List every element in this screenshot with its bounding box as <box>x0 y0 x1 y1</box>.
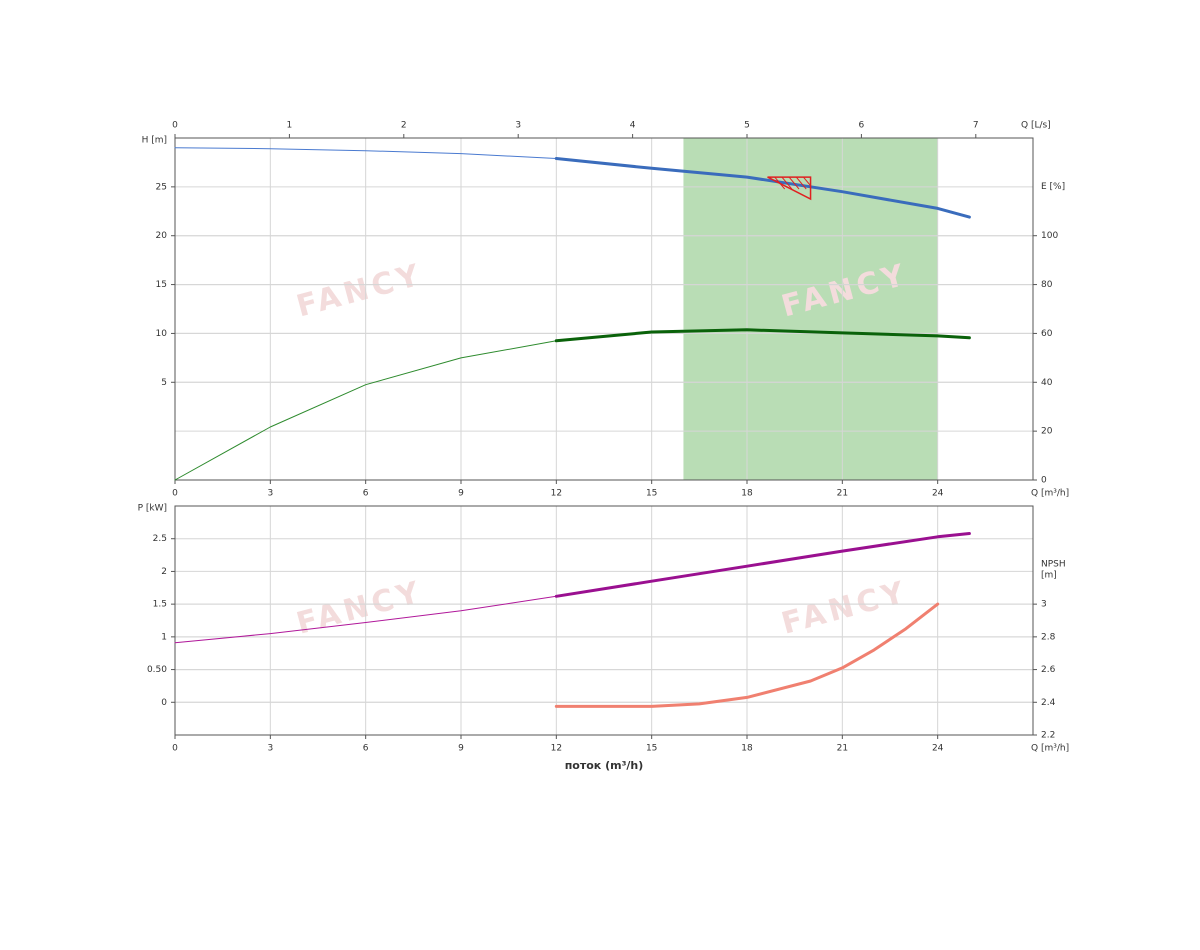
curve <box>554 602 940 708</box>
y2-tick-label: 0 <box>1041 476 1047 486</box>
x-tick-label: 9 <box>458 744 464 754</box>
plot-frame <box>174 137 1034 481</box>
duty-hatch <box>788 176 800 190</box>
curve <box>174 340 557 481</box>
x-tick-label: 3 <box>267 489 273 499</box>
duty-point <box>767 176 812 201</box>
x2-tick-label: 7 <box>973 121 979 131</box>
x2-tick-label: 3 <box>515 121 521 131</box>
y-axis-label: P [kW] <box>138 504 167 514</box>
x2-tick-label: 5 <box>744 121 750 131</box>
x-tick-label: 0 <box>172 489 178 499</box>
y2-axis-label: E [%] <box>1041 182 1065 192</box>
y-tick-label: 1.5 <box>153 600 167 610</box>
watermark: FANCY <box>293 574 427 641</box>
curve <box>174 595 557 644</box>
y2-tick-label: 2.2 <box>1041 731 1055 741</box>
curve <box>554 532 971 598</box>
y-tick-label: 0 <box>161 698 167 708</box>
y-tick-label: 5 <box>161 378 167 388</box>
watermark: FANCY <box>778 574 912 641</box>
x2-tick-label: 1 <box>287 121 293 131</box>
y2-tick-label: 40 <box>1041 378 1053 388</box>
x-tick-label: 9 <box>458 489 464 499</box>
y-axis-label: H [m] <box>142 136 167 146</box>
duty-triangle <box>767 176 812 201</box>
y-tick-label: 20 <box>156 231 168 241</box>
y-tick-label: 2 <box>161 567 167 577</box>
y-tick-label: 10 <box>156 329 168 339</box>
y-tick-label: 25 <box>156 182 167 192</box>
x-tick-label: 24 <box>932 744 944 754</box>
x-axis-label: Q [m³/h] <box>1031 744 1069 754</box>
plot-frame <box>174 505 1034 736</box>
y2-tick-label: 20 <box>1041 427 1053 437</box>
x2-tick-label: 2 <box>401 121 407 131</box>
y-tick-label: 15 <box>156 280 167 290</box>
x-tick-label: 21 <box>837 489 848 499</box>
x-tick-label: 18 <box>741 744 753 754</box>
curve <box>554 328 971 343</box>
y2-tick-label: 3 <box>1041 600 1047 610</box>
x-tick-label: 21 <box>837 744 848 754</box>
curve <box>174 147 557 159</box>
x-tick-label: 18 <box>741 489 753 499</box>
x2-tick-label: 6 <box>859 121 865 131</box>
x-tick-label: 12 <box>551 489 562 499</box>
duty-hatch <box>803 176 811 187</box>
x-tick-label: 0 <box>172 744 178 754</box>
y2-tick-label: 2.4 <box>1041 698 1056 708</box>
x-tick-label: 15 <box>646 744 657 754</box>
watermark: FANCY <box>293 257 427 324</box>
y2-axis-label: [m] <box>1041 571 1057 581</box>
x-tick-label: 12 <box>551 744 562 754</box>
y-tick-label: 1 <box>161 632 167 642</box>
duty-hatch <box>781 176 793 190</box>
x-tick-label: 3 <box>267 744 273 754</box>
x-tick-label: 15 <box>646 489 657 499</box>
y2-tick-label: 100 <box>1041 231 1058 241</box>
x-tick-label: 24 <box>932 489 944 499</box>
x-axis-title: поток (m³/h) <box>565 759 644 772</box>
y2-tick-label: 2.6 <box>1041 665 1056 675</box>
y2-tick-label: 2.8 <box>1041 632 1056 642</box>
x2-axis-label: Q [L/s] <box>1021 121 1051 131</box>
y-tick-label: 2.5 <box>153 534 167 544</box>
x-tick-label: 6 <box>363 489 369 499</box>
x2-tick-label: 0 <box>172 121 178 131</box>
y2-axis-label: NPSH <box>1041 560 1066 570</box>
x-tick-label: 6 <box>363 744 369 754</box>
y-tick-label: 0.50 <box>147 665 167 675</box>
duty-hatch <box>795 176 807 190</box>
y2-tick-label: 60 <box>1041 329 1053 339</box>
x2-tick-label: 4 <box>630 121 636 131</box>
x-axis-label: Q [m³/h] <box>1031 489 1069 499</box>
y2-tick-label: 80 <box>1041 280 1053 290</box>
